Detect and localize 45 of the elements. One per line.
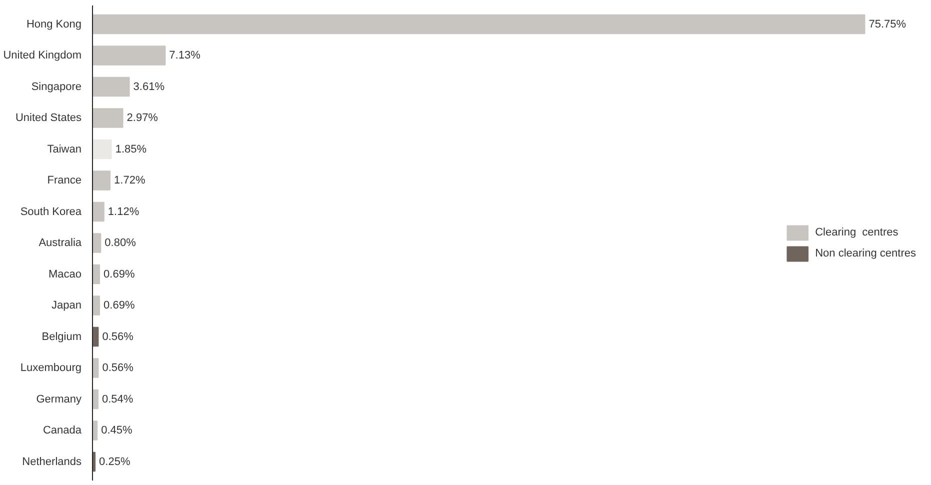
y-tick-label: Taiwan xyxy=(47,143,82,156)
y-tick-label: Belgium xyxy=(42,330,82,343)
bar xyxy=(92,202,104,222)
bar xyxy=(92,139,112,160)
bar xyxy=(92,170,111,190)
bar xyxy=(92,358,99,378)
data-label: 3.61% xyxy=(133,80,165,93)
legend-label: Clearing centres xyxy=(815,226,898,238)
bar xyxy=(92,46,166,66)
data-label: 0.25% xyxy=(99,456,130,468)
data-label: 75.75% xyxy=(868,18,906,30)
data-label: 0.69% xyxy=(104,300,135,312)
y-tick-label: Netherlands xyxy=(22,456,82,468)
y-tick-label: Australia xyxy=(38,237,82,249)
data-label: 0.54% xyxy=(102,393,134,406)
data-label: 0.56% xyxy=(102,330,134,343)
data-label: 7.13% xyxy=(169,50,201,62)
data-label: 0.45% xyxy=(101,424,132,436)
y-tick-label: Japan xyxy=(52,300,82,312)
y-tick-label: South Korea xyxy=(20,206,82,218)
bar xyxy=(92,14,866,34)
data-label: 0.69% xyxy=(104,268,135,280)
y-tick-label: United Kingdom xyxy=(3,50,82,62)
y-tick-label: Luxembourg xyxy=(20,362,82,374)
bar xyxy=(92,420,98,440)
y-tick-label: Singapore xyxy=(31,80,82,93)
data-label: 1.72% xyxy=(114,174,146,186)
y-tick-label: Canada xyxy=(42,424,82,436)
y-tick-label: United States xyxy=(15,112,82,124)
data-label: 0.56% xyxy=(102,362,134,374)
data-label: 1.85% xyxy=(115,143,147,156)
bar xyxy=(92,296,100,316)
data-label: 2.97% xyxy=(126,112,158,124)
y-tick-label: Germany xyxy=(36,393,82,406)
bar xyxy=(92,389,99,410)
data-label: 1.12% xyxy=(108,206,140,218)
bar xyxy=(92,76,130,97)
bar xyxy=(92,233,102,253)
bar xyxy=(92,264,100,284)
legend-label: Non clearing centres xyxy=(815,247,916,259)
y-tick-label: Macao xyxy=(48,268,82,280)
bar xyxy=(92,108,124,128)
y-tick-label: France xyxy=(47,174,82,186)
y-tick-label: Hong Kong xyxy=(26,18,82,30)
data-label: 0.80% xyxy=(104,237,136,249)
